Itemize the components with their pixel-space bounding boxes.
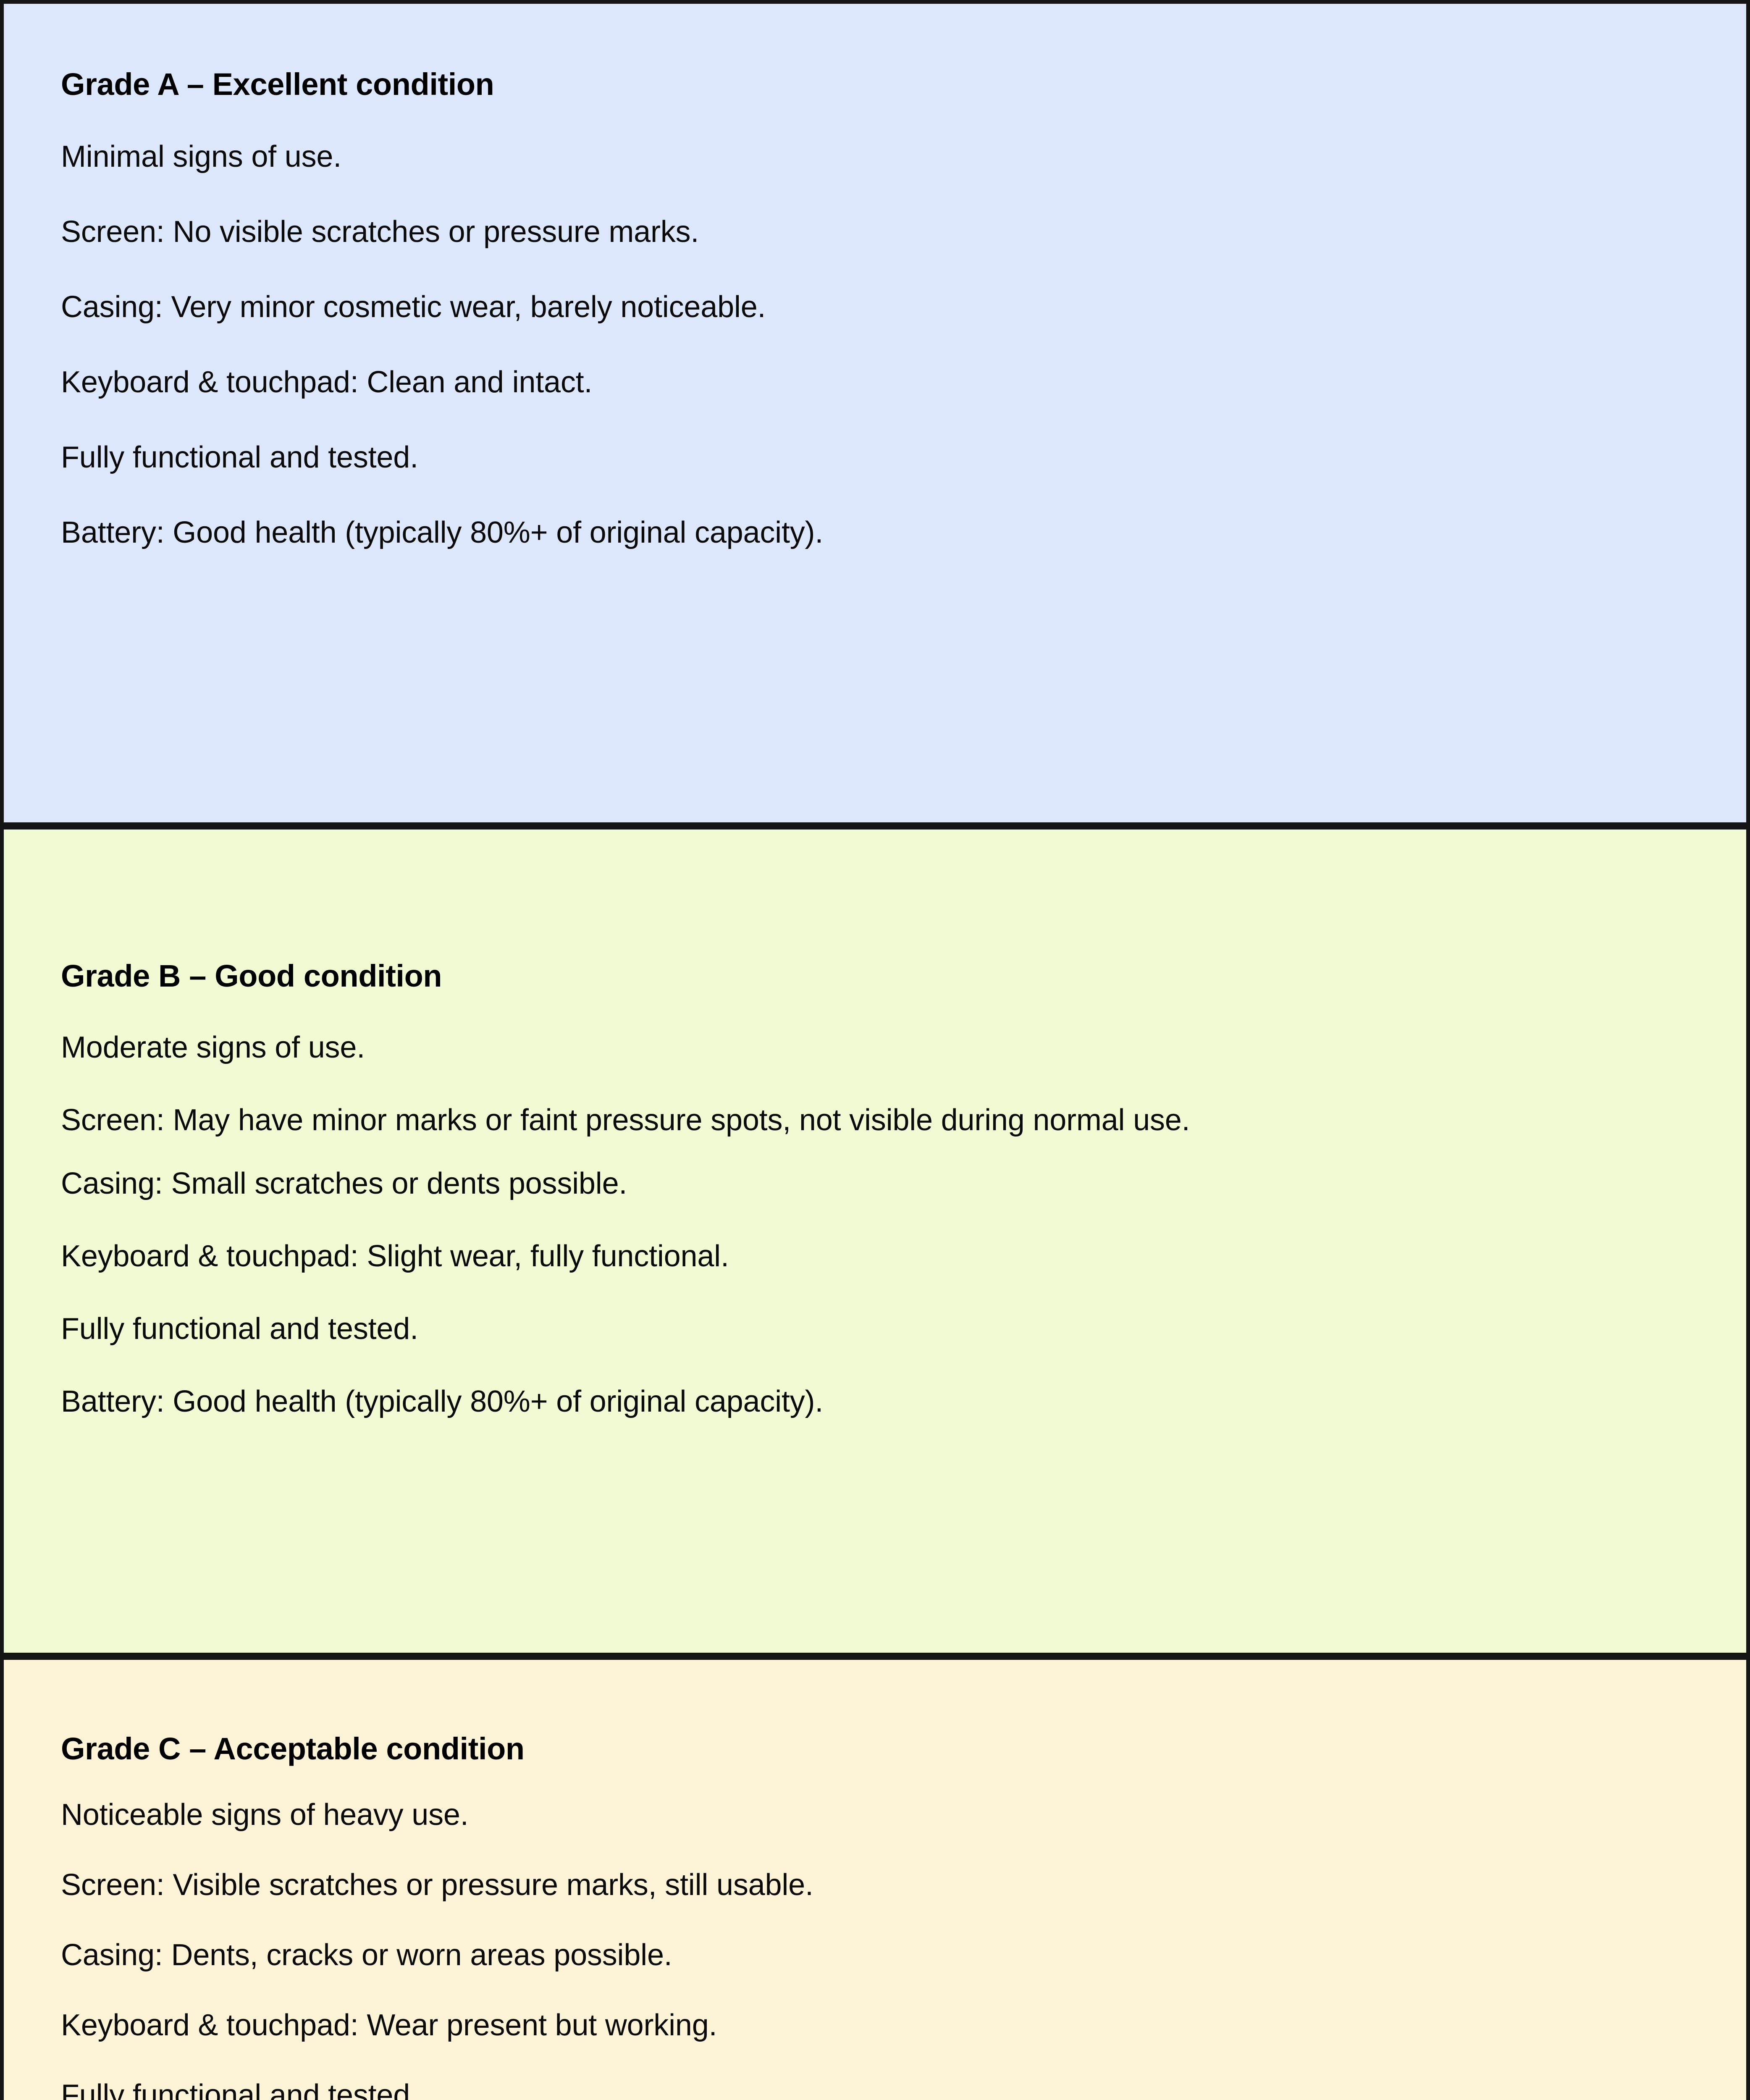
grade-b-line-battery: Battery: Good health (typically 80%+ of … xyxy=(61,1384,824,1418)
grade-panel-a: Grade A – Excellent condition Minimal si… xyxy=(4,4,1746,822)
grade-a-line-keyboard: Keyboard & touchpad: Clean and intact. xyxy=(61,365,593,399)
grade-b-line-screen: Screen: May have minor marks or faint pr… xyxy=(61,1103,1190,1137)
grade-c-line-keyboard: Keyboard & touchpad: Wear present but wo… xyxy=(61,2008,717,2042)
grade-c-line-screen: Screen: Visible scratches or pressure ma… xyxy=(61,1868,813,1902)
grade-b-heading: Grade B – Good condition xyxy=(61,958,442,993)
grade-a-line-battery: Battery: Good health (typically 80%+ of … xyxy=(61,515,824,549)
grade-c-line-functional: Fully functional and tested. xyxy=(61,2078,418,2100)
grade-b-line-overall: Moderate signs of use. xyxy=(61,1031,365,1064)
grade-a-heading: Grade A – Excellent condition xyxy=(61,67,494,102)
grade-c-heading: Grade C – Acceptable condition xyxy=(61,1731,525,1766)
grade-b-line-keyboard: Keyboard & touchpad: Slight wear, fully … xyxy=(61,1239,729,1273)
grade-a-line-functional: Fully functional and tested. xyxy=(61,440,418,474)
grade-c-line-overall: Noticeable signs of heavy use. xyxy=(61,1798,469,1832)
grade-a-line-overall: Minimal signs of use. xyxy=(61,140,342,173)
grade-b-line-functional: Fully functional and tested. xyxy=(61,1312,418,1346)
grade-a-line-casing: Casing: Very minor cosmetic wear, barely… xyxy=(61,290,766,324)
grade-a-line-screen: Screen: No visible scratches or pressure… xyxy=(61,215,699,249)
grade-b-line-casing: Casing: Small scratches or dents possibl… xyxy=(61,1166,627,1200)
grade-panel-c: Grade C – Acceptable condition Noticeabl… xyxy=(4,1660,1746,2100)
grade-panel-b: Grade B – Good condition Moderate signs … xyxy=(4,830,1746,1653)
grade-c-line-casing: Casing: Dents, cracks or worn areas poss… xyxy=(61,1938,672,1972)
